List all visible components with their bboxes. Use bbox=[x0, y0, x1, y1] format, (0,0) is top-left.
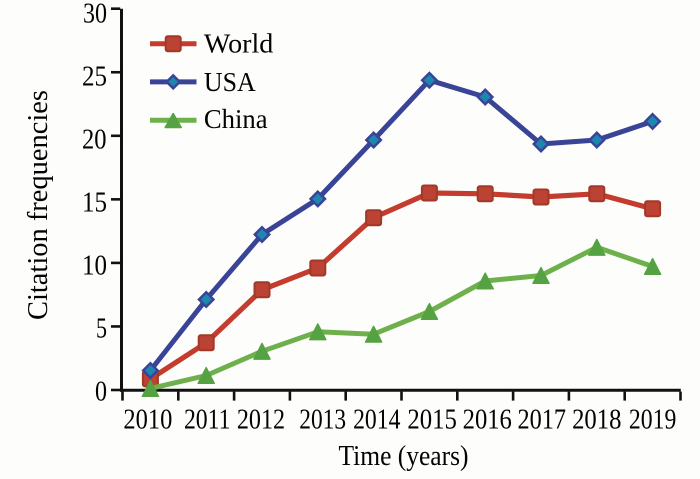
svg-text:USA: USA bbox=[204, 67, 256, 97]
svg-text:20: 20 bbox=[82, 125, 107, 156]
svg-text:30: 30 bbox=[83, 0, 107, 30]
svg-text:2012: 2012 bbox=[237, 405, 285, 436]
svg-text:2014: 2014 bbox=[353, 405, 400, 436]
svg-text:Time (years): Time (years) bbox=[339, 440, 469, 472]
svg-text:Citation frequencies: Citation frequencies bbox=[23, 90, 54, 320]
svg-text:15: 15 bbox=[82, 187, 107, 218]
svg-text:5: 5 bbox=[96, 313, 107, 344]
svg-text:25: 25 bbox=[82, 62, 107, 93]
svg-text:2013: 2013 bbox=[299, 405, 346, 436]
svg-text:World: World bbox=[204, 29, 274, 59]
svg-text:2010: 2010 bbox=[123, 405, 172, 436]
svg-text:2019: 2019 bbox=[629, 405, 677, 436]
svg-text:0: 0 bbox=[95, 376, 107, 407]
svg-text:2011: 2011 bbox=[184, 405, 231, 436]
svg-text:2018: 2018 bbox=[572, 405, 621, 436]
svg-text:2015: 2015 bbox=[407, 405, 457, 436]
svg-text:2017: 2017 bbox=[518, 405, 567, 436]
svg-text:2016: 2016 bbox=[463, 405, 512, 436]
svg-text:10: 10 bbox=[82, 250, 107, 281]
svg-text:China: China bbox=[204, 104, 268, 134]
